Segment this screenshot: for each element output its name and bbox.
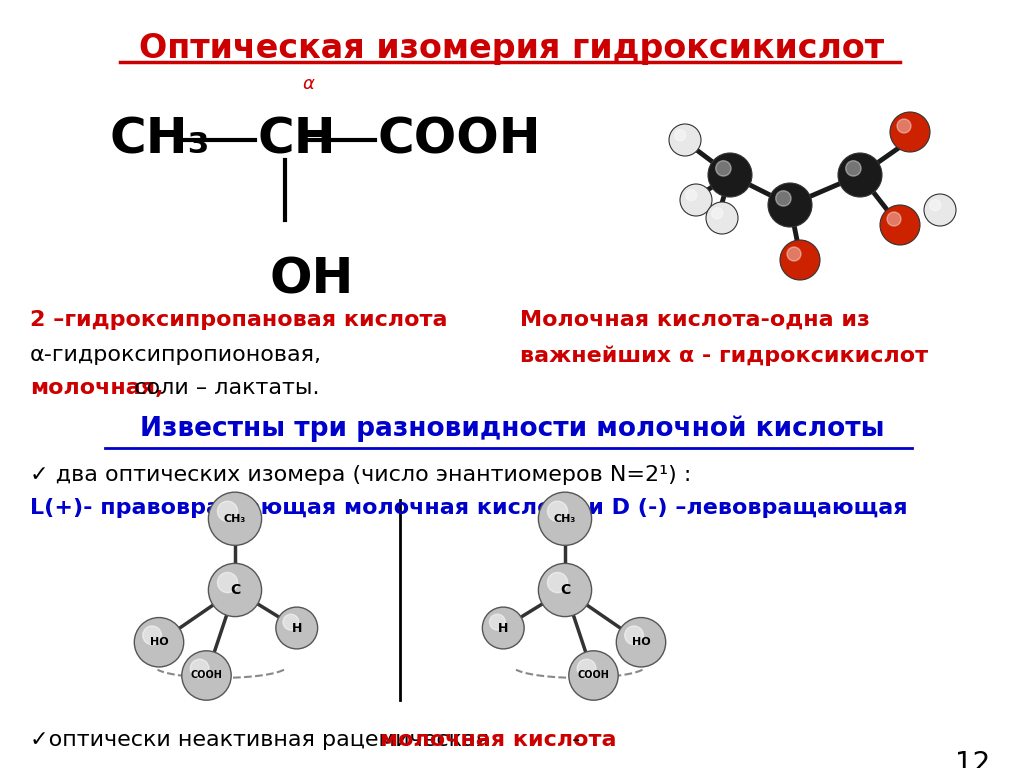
Text: OH: OH <box>270 255 354 303</box>
Circle shape <box>142 626 162 644</box>
Circle shape <box>548 572 567 593</box>
Circle shape <box>880 205 920 245</box>
Circle shape <box>134 617 183 667</box>
Circle shape <box>489 614 505 630</box>
Circle shape <box>890 112 930 152</box>
Circle shape <box>482 607 524 649</box>
Text: HO: HO <box>150 637 168 647</box>
Circle shape <box>209 492 261 545</box>
Text: COOH: COOH <box>578 670 609 680</box>
Text: 2 –гидроксипропановая кислота: 2 –гидроксипропановая кислота <box>30 310 447 330</box>
Text: ✓оптически неактивная рацемическая: ✓оптически неактивная рацемическая <box>30 730 496 750</box>
Circle shape <box>680 184 712 216</box>
Circle shape <box>190 659 209 678</box>
Text: ✓ два оптических изомера (число энантиомеров N=2¹) :: ✓ два оптических изомера (число энантиом… <box>30 465 691 485</box>
Circle shape <box>706 202 738 234</box>
Text: -: - <box>565 730 581 750</box>
Circle shape <box>217 572 238 593</box>
Text: важнейших α - гидроксикислот: важнейших α - гидроксикислот <box>520 345 928 366</box>
Circle shape <box>897 119 911 133</box>
Text: H: H <box>292 621 302 634</box>
Text: CH₃: CH₃ <box>224 514 246 524</box>
Circle shape <box>548 502 567 521</box>
Circle shape <box>708 153 752 197</box>
Text: Молочная кислота-одна из: Молочная кислота-одна из <box>520 310 869 330</box>
Text: CH₃: CH₃ <box>110 116 211 164</box>
Circle shape <box>568 650 618 700</box>
Text: H: H <box>498 621 509 634</box>
Circle shape <box>716 161 731 176</box>
Circle shape <box>217 502 238 521</box>
Text: L(+)- правовращающая молочная кислота и D (-) –левовращающая: L(+)- правовращающая молочная кислота и … <box>30 498 907 518</box>
Text: C: C <box>229 583 240 597</box>
Circle shape <box>209 564 261 617</box>
Text: Известны три разновидности молочной кислоты: Известны три разновидности молочной кисл… <box>139 415 885 442</box>
Text: Оптическая изомерия гидроксикислот: Оптическая изомерия гидроксикислот <box>139 32 885 65</box>
Circle shape <box>283 614 299 630</box>
Text: COOH: COOH <box>190 670 222 680</box>
Text: 12: 12 <box>954 750 990 768</box>
Circle shape <box>787 247 801 261</box>
Circle shape <box>539 564 592 617</box>
Text: COOH: COOH <box>378 116 542 164</box>
Text: C: C <box>560 583 570 597</box>
Circle shape <box>846 161 861 176</box>
Text: α: α <box>302 75 314 93</box>
Text: CH₃: CH₃ <box>554 514 577 524</box>
Circle shape <box>669 124 701 156</box>
Circle shape <box>275 607 317 649</box>
Circle shape <box>924 194 956 226</box>
Text: молочная,: молочная, <box>30 378 164 398</box>
Circle shape <box>616 617 666 667</box>
Text: HO: HO <box>632 637 650 647</box>
Circle shape <box>625 626 643 644</box>
Circle shape <box>578 659 596 678</box>
Text: соли – лактаты.: соли – лактаты. <box>120 378 319 398</box>
Circle shape <box>675 130 686 141</box>
Text: CH: CH <box>258 116 337 164</box>
Circle shape <box>780 240 820 280</box>
Circle shape <box>712 207 723 219</box>
Circle shape <box>776 190 792 206</box>
Text: α-гидроксипропионовая,: α-гидроксипропионовая, <box>30 345 322 365</box>
Circle shape <box>930 200 941 210</box>
Circle shape <box>838 153 882 197</box>
Circle shape <box>887 212 901 226</box>
Text: молочная кислота: молочная кислота <box>380 730 616 750</box>
Circle shape <box>768 183 812 227</box>
Circle shape <box>182 650 231 700</box>
Circle shape <box>539 492 592 545</box>
Circle shape <box>686 190 696 200</box>
